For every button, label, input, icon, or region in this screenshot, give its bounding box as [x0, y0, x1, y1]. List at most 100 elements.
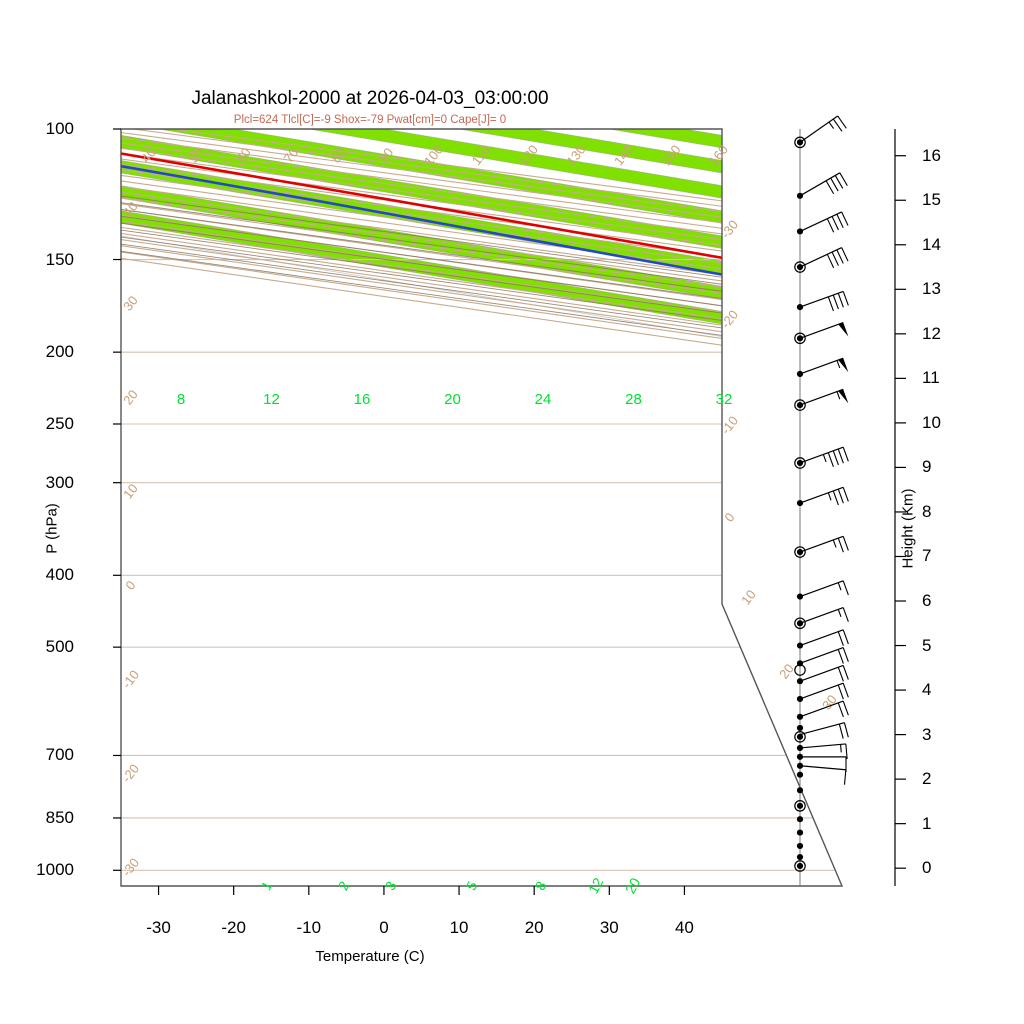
isotherm-label: 28 [625, 391, 642, 408]
height-tick-label: 5 [922, 635, 932, 655]
height-tick-label: 13 [922, 279, 941, 299]
temperature-tick-label: 10 [449, 918, 469, 937]
pressure-tick-label: 250 [45, 413, 74, 433]
wind-level-circle [794, 664, 806, 676]
pressure-tick-label: 400 [45, 565, 74, 585]
temperature-tick-label: -30 [146, 918, 171, 937]
wind-barb [799, 743, 848, 759]
wind-barb [799, 172, 848, 197]
wind-barb [799, 700, 849, 718]
wind-level-dot [796, 642, 804, 649]
wind-barb [799, 682, 849, 700]
wind-barb [799, 629, 849, 647]
wind-level-circle [794, 731, 806, 743]
skewt-grid [121, 129, 842, 886]
wind-level-dot [796, 771, 804, 778]
dry-adiabat-label-right: 10 [738, 587, 759, 608]
wind-barb [799, 580, 849, 598]
wind-level-circle [794, 399, 806, 411]
pressure-tick-label: 1000 [36, 860, 74, 880]
pressure-tick-label: 150 [45, 249, 74, 269]
height-tick-label: 0 [922, 858, 932, 878]
wind-level-dot [796, 678, 804, 685]
temperature-tick-label: -10 [296, 918, 322, 937]
wind-barb [799, 357, 849, 375]
height-tick-label: 6 [922, 591, 932, 610]
dry-adiabat-label-right: 30 [819, 692, 840, 713]
isotherm-label: 12 [263, 391, 280, 408]
wind-barb [800, 756, 847, 772]
x-axis-label: Temperature (C) [315, 948, 425, 965]
pressure-tick-label: 700 [45, 745, 74, 765]
wind-level-dot [796, 862, 804, 870]
wind-level-circle [794, 860, 806, 872]
isotherm-line [121, 129, 842, 886]
isotherm-label: 8 [177, 391, 185, 408]
height-tick-label: 12 [922, 323, 941, 343]
height-tick-label: 9 [922, 457, 932, 477]
pressure-tick-labels: 100 150 200 250 300 400 500 700 850 1000 [16, 0, 74, 1024]
dry-adiabat-label-right: 20 [776, 661, 797, 682]
wind-barb [799, 446, 849, 467]
wind-barb [799, 388, 849, 406]
wind-level-dot [796, 829, 804, 836]
mixing-ratio-label: 12 [585, 875, 607, 896]
wind-barb [799, 211, 849, 233]
height-tick-label: 14 [922, 234, 941, 254]
wind-barb [799, 535, 849, 553]
height-tick-label: 11 [922, 368, 940, 388]
height-tick-label: 7 [922, 546, 932, 566]
pressure-tick-label: 850 [45, 807, 74, 827]
wind-barb [799, 115, 847, 143]
height-tick-label: 15 [922, 190, 941, 210]
temperature-tick-label: -20 [221, 918, 246, 937]
wind-level-dot [796, 733, 804, 740]
height-tick-label: 1 [922, 813, 932, 833]
wind-level-dot [796, 724, 804, 732]
temperature-tick-label: 0 [379, 918, 389, 937]
wind-level-dot [796, 744, 804, 752]
wind-barb [799, 664, 849, 682]
temperature-tick-label: 30 [599, 918, 619, 937]
mixing-ratio-label: 20 [622, 875, 644, 896]
chart-subtitle: Plcl=624 Tlcl[C]=-9 Shox=-79 Pwat[cm]=0 … [233, 114, 507, 126]
wind-barb [799, 722, 849, 739]
plot-frame [120, 128, 844, 887]
temperature-tick-label: 20 [524, 918, 544, 937]
wind-barb [799, 247, 849, 269]
height-tick-label: 16 [922, 145, 941, 165]
pressure-tick-label: 300 [45, 472, 74, 492]
wind-barb [799, 290, 849, 312]
wind-level-dot [796, 802, 804, 809]
pressure-tick-label: 200 [45, 342, 74, 362]
height-tick-label: 8 [922, 501, 932, 521]
isotherm-line [121, 129, 842, 886]
isotherm-label: 20 [444, 391, 461, 408]
wind-level-circle [794, 332, 806, 345]
wind-level-circle [794, 617, 806, 630]
pressure-tick-label: 500 [45, 637, 74, 657]
wind-level-dot [796, 842, 804, 850]
wind-barb [799, 647, 849, 664]
wind-barb [799, 765, 847, 785]
wind-level-dot [796, 816, 804, 823]
wind-barb [799, 486, 849, 506]
wind-level-circle [794, 457, 806, 469]
dry-adiabat-label-right: 0 [721, 510, 737, 525]
height-tick-label: 3 [922, 724, 932, 744]
isotherm-line [121, 129, 842, 886]
temperature-tick-label: 40 [674, 918, 694, 937]
chart-title: Jalanashkol-2000 at 2026-04-03_03:00:00 [191, 88, 549, 109]
wind-barb [799, 321, 849, 339]
height-tick-label: 4 [922, 680, 932, 700]
wind-level-circle [794, 800, 806, 812]
isotherm-line [121, 129, 842, 886]
wind-level-dot [796, 787, 804, 794]
isotherm-label: 16 [354, 391, 371, 408]
wind-level-dot [796, 853, 804, 861]
pressure-tick-label: 100 [45, 119, 74, 138]
height-tick-label: 2 [922, 769, 932, 789]
isotherm-line [121, 129, 842, 886]
